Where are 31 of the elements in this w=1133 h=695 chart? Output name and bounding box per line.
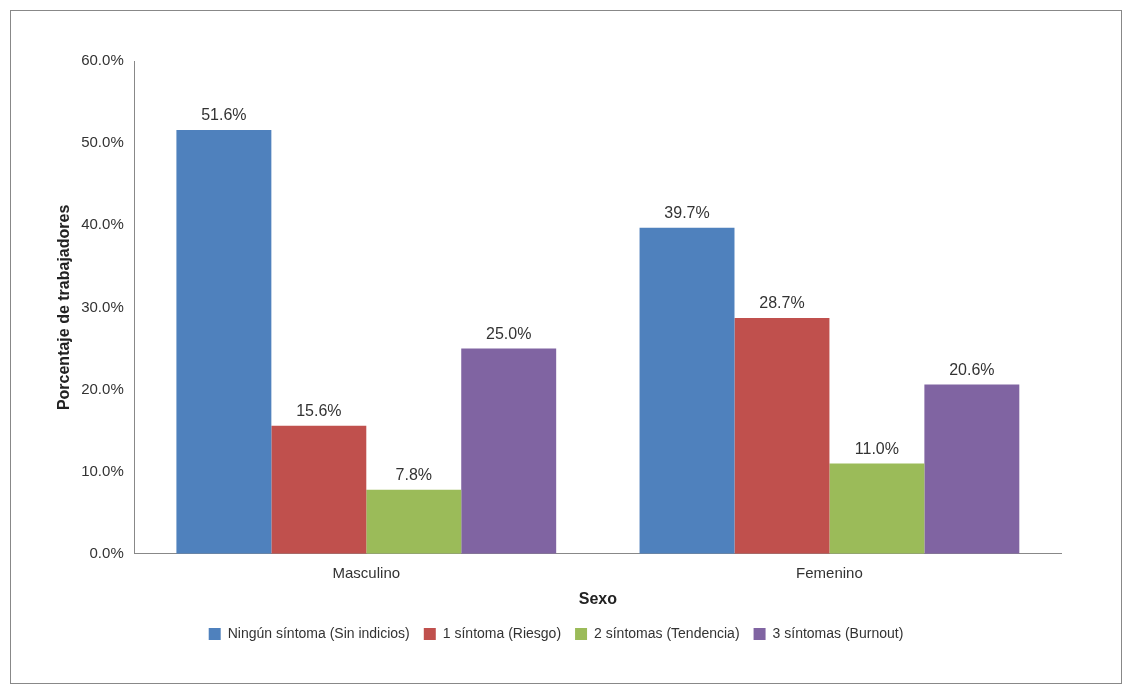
- legend-label: 2 síntomas (Tendencia): [594, 624, 740, 641]
- y-tick-label: 50.0%: [81, 133, 124, 151]
- y-tick-label: 10.0%: [81, 461, 124, 479]
- bar: [461, 348, 557, 554]
- data-label: 15.6%: [296, 402, 342, 420]
- bar: [271, 425, 367, 554]
- y-tick-label: 60.0%: [81, 51, 124, 69]
- data-label: 25.0%: [486, 324, 532, 342]
- legend-label: 3 síntomas (Burnout): [772, 624, 904, 641]
- x-axis-title: Sexo: [578, 589, 618, 607]
- y-tick-label: 30.0%: [81, 297, 124, 315]
- bar: [734, 318, 830, 554]
- data-label: 11.0%: [854, 439, 899, 457]
- y-axis-title: Porcentaje de trabajadores: [55, 204, 73, 411]
- data-label: 51.6%: [201, 106, 247, 124]
- bar: [176, 129, 272, 554]
- legend-label: Ningún síntoma (Sin indicios): [227, 624, 410, 641]
- data-label: 20.6%: [949, 361, 995, 379]
- data-label: 39.7%: [664, 204, 710, 222]
- y-tick-label: 40.0%: [81, 215, 124, 233]
- bar: [366, 489, 462, 554]
- y-tick-label: 20.0%: [81, 379, 124, 397]
- data-label: 28.7%: [759, 294, 805, 312]
- bar: [924, 384, 1020, 554]
- x-tick-label: Femenino: [796, 563, 863, 581]
- x-tick-label: Masculino: [332, 563, 401, 581]
- legend-label: 1 síntoma (Riesgo): [442, 624, 562, 641]
- y-tick-label: 0.0%: [89, 543, 124, 561]
- bar: [639, 227, 735, 554]
- bar: [829, 463, 925, 554]
- data-label: 7.8%: [395, 466, 432, 484]
